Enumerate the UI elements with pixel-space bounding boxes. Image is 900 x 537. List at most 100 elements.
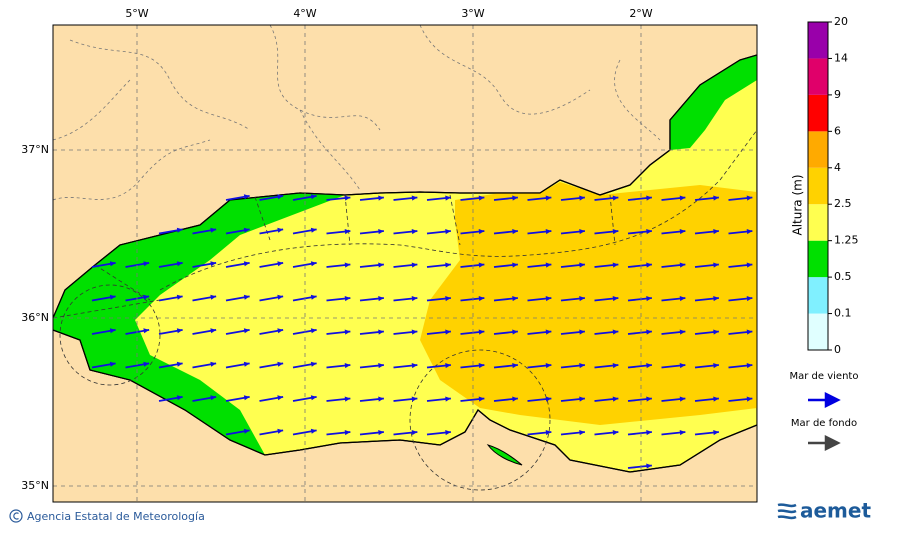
map-frame bbox=[52, 24, 758, 503]
arrow-head bbox=[713, 195, 719, 201]
arrow-head bbox=[713, 396, 719, 402]
arrow-head bbox=[646, 329, 652, 335]
arrow-head bbox=[176, 294, 183, 300]
borders bbox=[53, 25, 661, 201]
arrow-head bbox=[277, 428, 284, 434]
lat-label: 37°N bbox=[21, 143, 49, 156]
colorbar-tick-label: 1.25 bbox=[834, 234, 859, 247]
arrow-head bbox=[411, 430, 418, 436]
arrow-head bbox=[512, 229, 518, 235]
arrow-head bbox=[545, 262, 552, 268]
arrow-head bbox=[579, 363, 585, 369]
arrow-head bbox=[746, 296, 753, 302]
arrow-head bbox=[679, 430, 686, 436]
colorbar-tick-label: 20 bbox=[834, 15, 848, 28]
arrow-head bbox=[310, 361, 317, 367]
colorbar-segment bbox=[808, 204, 828, 241]
colorbar-segment bbox=[808, 94, 828, 132]
arrow-head bbox=[512, 296, 518, 302]
colorbar-tick-label: 4 bbox=[834, 161, 841, 174]
arrow-head bbox=[679, 363, 686, 369]
arrow-head bbox=[277, 395, 284, 401]
arrow-head bbox=[109, 261, 116, 267]
arrow-head bbox=[445, 229, 451, 235]
arrow-head bbox=[243, 194, 250, 200]
arrow-head bbox=[612, 296, 619, 302]
arrow-head bbox=[411, 396, 418, 402]
arrow-head bbox=[512, 262, 518, 268]
colorbar-segment bbox=[808, 313, 828, 350]
arrow-head bbox=[679, 195, 686, 201]
arrow-head bbox=[310, 294, 317, 300]
arrow-head bbox=[545, 229, 552, 235]
arrow-head bbox=[646, 463, 652, 469]
colorbar-segment bbox=[808, 58, 828, 95]
arrow-head bbox=[646, 262, 652, 268]
arrow-head bbox=[243, 261, 250, 267]
arrow-head bbox=[277, 194, 284, 200]
arrow-head bbox=[210, 227, 217, 233]
arrow-head bbox=[478, 329, 485, 335]
arrow-head bbox=[277, 227, 284, 233]
arrow-head bbox=[411, 296, 418, 302]
arrow-head bbox=[545, 296, 552, 302]
arrow-head bbox=[109, 294, 116, 300]
legend-label: Mar de fondo bbox=[791, 418, 857, 429]
arrow-head bbox=[344, 296, 351, 302]
arrow-head bbox=[378, 363, 384, 369]
low-wave-zone bbox=[486, 444, 523, 466]
arrow-head bbox=[243, 395, 250, 401]
arrow-head bbox=[445, 430, 451, 436]
arrow-head bbox=[176, 361, 183, 367]
arrow-head bbox=[243, 328, 250, 334]
colorbar-tick-label: 6 bbox=[834, 124, 841, 137]
arrow-head bbox=[143, 328, 150, 334]
legend-arrow bbox=[808, 391, 841, 409]
arrow-head bbox=[210, 328, 217, 334]
arrow-head bbox=[176, 328, 183, 334]
arrow-head bbox=[579, 229, 585, 235]
arrow-head bbox=[713, 430, 719, 436]
low-wave-zone bbox=[670, 55, 757, 150]
arrow-head bbox=[646, 396, 652, 402]
arrow-head bbox=[411, 363, 418, 369]
colorbar-tick-label: 9 bbox=[834, 88, 841, 101]
arrow-head bbox=[445, 329, 451, 335]
arrow-head bbox=[243, 294, 250, 300]
arrow-head bbox=[310, 227, 317, 233]
arrow-head bbox=[679, 329, 686, 335]
arrow-head bbox=[545, 363, 552, 369]
arrow-head bbox=[378, 262, 384, 268]
arrow-head bbox=[478, 195, 485, 201]
arrow-head bbox=[176, 261, 183, 267]
arrow-head bbox=[310, 428, 317, 434]
zone-boundaries bbox=[53, 129, 757, 491]
copyright: Agencia Estatal de Meteorología bbox=[9, 509, 205, 523]
colorbar: 0 0.1 0.5 1.25 2.5 4 6 9 14 20 bbox=[807, 15, 859, 356]
arrow-head bbox=[210, 261, 217, 267]
arrow-head bbox=[612, 229, 619, 235]
arrow-head bbox=[713, 363, 719, 369]
lat-label: 35°N bbox=[21, 479, 49, 492]
arrow-head bbox=[679, 396, 686, 402]
arrow-head bbox=[109, 361, 116, 367]
arrow-head bbox=[512, 195, 518, 201]
arrow-head bbox=[579, 296, 585, 302]
arrow-head bbox=[646, 229, 652, 235]
colorbar-tick-label: 0 bbox=[834, 343, 841, 356]
arrow-head bbox=[579, 262, 585, 268]
arrow-head bbox=[310, 261, 317, 267]
arrow-head bbox=[143, 294, 150, 300]
arrow-head bbox=[679, 262, 686, 268]
lat-label: 36°N bbox=[21, 311, 49, 324]
colorbar-frame bbox=[807, 21, 829, 351]
arrow-head bbox=[746, 396, 753, 402]
arrow-head bbox=[378, 329, 384, 335]
arrow-head bbox=[713, 296, 719, 302]
arrow-head bbox=[478, 262, 485, 268]
coastline bbox=[53, 54, 757, 473]
arrow-head bbox=[545, 396, 552, 402]
arrow-head bbox=[310, 395, 317, 401]
colorbar-tick-label: 0.1 bbox=[834, 307, 852, 320]
logo-text: aemet bbox=[800, 499, 871, 523]
